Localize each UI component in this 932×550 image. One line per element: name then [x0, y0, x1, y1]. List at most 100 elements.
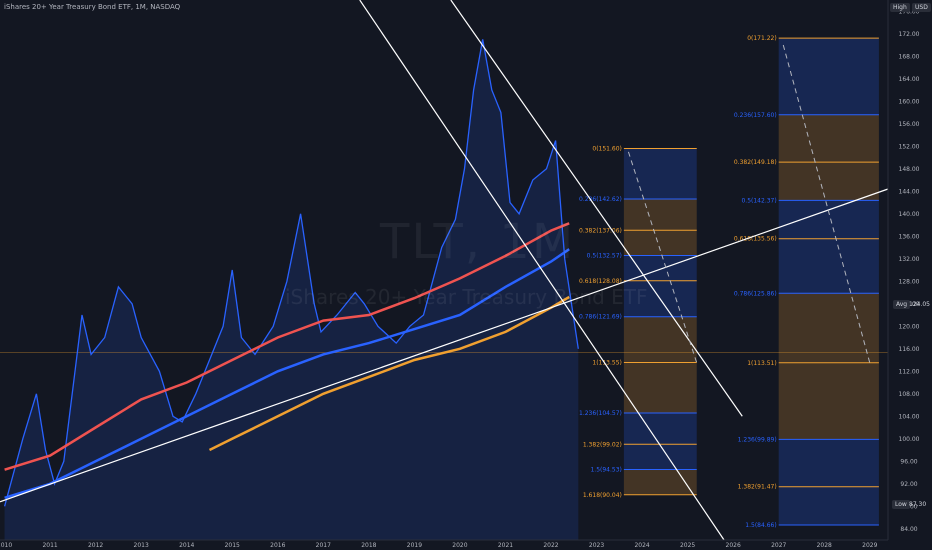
avg-label: Avg	[893, 300, 911, 309]
fib-right-zone	[778, 486, 879, 526]
fib-right-level-label: 0.236(157.60)	[734, 112, 777, 119]
y-tick-label: 140.00	[899, 211, 920, 218]
y-tick-label: 168.00	[899, 53, 920, 60]
low-label: Low	[892, 500, 910, 509]
fib-left-level-label: 1(113.55)	[592, 360, 622, 367]
fib-left-level-label: 0.618(128.08)	[579, 278, 622, 285]
x-tick-label: 2023	[589, 542, 604, 549]
fib-left-level-label: 0.236(142.62)	[579, 196, 622, 203]
fib-left-zone	[623, 255, 697, 281]
y-tick-label: 128.00	[899, 278, 920, 285]
currency-label: USD	[912, 3, 931, 12]
fib-right-level-label: 1.5(84.66)	[745, 522, 776, 529]
y-tick-label: 104.00	[899, 413, 920, 420]
fib-right-zone	[778, 200, 879, 239]
y-tick-label: 164.00	[899, 76, 920, 83]
x-tick-label: 2015	[225, 542, 240, 549]
fib-left-zone	[623, 362, 697, 414]
y-tick-label: 148.00	[899, 166, 920, 173]
y-tick-label: 84.00	[900, 526, 917, 533]
y-tick-label: 144.00	[899, 188, 920, 195]
price-area	[4, 39, 579, 541]
x-tick-label: 2014	[179, 542, 194, 549]
price-line	[3, 39, 579, 507]
ma-blue-line	[4, 248, 570, 499]
x-tick-label: 2026	[726, 542, 741, 549]
fib-right-zone	[778, 362, 879, 440]
fib-right-zone	[778, 114, 879, 163]
fib-left-level-label: 0.786(121.69)	[579, 314, 622, 321]
fib-left-zone	[623, 413, 697, 445]
high-label: High	[890, 3, 910, 12]
x-tick-label: 2028	[817, 542, 832, 549]
projection-dashed	[782, 44, 871, 363]
trendline	[359, 0, 725, 541]
ma-red-line	[4, 222, 570, 471]
fib-right-zone	[778, 439, 879, 487]
fib-right-level-label: 1.382(91.47)	[738, 484, 777, 491]
x-tick-label: 2021	[498, 542, 513, 549]
fib-left-level-label: 1.382(99.02)	[583, 441, 622, 448]
x-tick-label: 2011	[42, 542, 57, 549]
x-tick-label: 2022	[543, 542, 558, 549]
y-tick-label: 160.00	[899, 98, 920, 105]
y-tick-label: 172.00	[899, 31, 920, 38]
watermark-name: iShares 20+ Year Treasury Bond ETF	[285, 285, 648, 309]
y-tick-label: 96.00	[900, 458, 917, 465]
y-tick-label: 108.00	[899, 391, 920, 398]
fib-left-zone	[623, 316, 697, 363]
fib-right-level-label: 1.236(99.89)	[738, 436, 777, 443]
fib-left-level-label: 1.618(90.04)	[583, 492, 622, 499]
y-tick-label: 112.00	[899, 368, 920, 375]
fib-right-level-label: 0.618(135.56)	[734, 236, 777, 243]
low-value: 87.30	[909, 501, 927, 508]
y-tick-label: 100.00	[899, 436, 920, 443]
fib-right-level-label: 0.786(125.86)	[734, 290, 777, 297]
x-tick-label: 2020	[452, 542, 467, 549]
x-tick-label: 2029	[862, 542, 877, 549]
watermark-symbol: TLT, 1M	[380, 214, 576, 270]
y-tick-label: 120.00	[899, 323, 920, 330]
fib-left-level-label: 1.5(94.53)	[590, 467, 621, 474]
x-tick-label: 2019	[407, 542, 422, 549]
x-tick-label: 2016	[270, 542, 285, 549]
y-tick-label: 92.00	[900, 481, 917, 488]
y-tick-label: 156.00	[899, 121, 920, 128]
x-tick-label: 2012	[88, 542, 103, 549]
x-tick-label: 2018	[361, 542, 376, 549]
y-tick-label: 136.00	[899, 233, 920, 240]
fib-left-level-label: 0.5(132.57)	[587, 253, 622, 260]
fib-right-zone	[778, 238, 879, 294]
y-tick-label: 152.00	[899, 143, 920, 150]
price-axis-bg	[888, 0, 932, 550]
x-tick-label: 2027	[771, 542, 786, 549]
ma-orange-line	[208, 295, 570, 452]
fib-right-level-label: 0.5(142.37)	[741, 197, 776, 204]
fib-left-level-label: 1.236(104.57)	[579, 410, 622, 417]
fib-right-level-label: 0.382(149.18)	[734, 159, 777, 166]
x-tick-label: 2024	[634, 542, 649, 549]
fib-right-zone	[778, 293, 879, 363]
fib-right-level-label: 1(113.51)	[747, 360, 777, 367]
y-tick-label: 176.00	[899, 8, 920, 15]
x-tick-label: 2017	[316, 542, 331, 549]
fib-right-zone	[778, 38, 879, 115]
x-tick-label: 2010	[0, 542, 12, 549]
fib-left-level-label: 0(151.60)	[592, 146, 622, 153]
y-tick-label: 132.00	[899, 256, 920, 263]
fib-right-zone	[778, 162, 879, 201]
x-tick-label: 2025	[680, 542, 695, 549]
trendline	[0, 188, 889, 503]
fib-right-level-label: 0(171.22)	[747, 35, 777, 42]
avg-value: 124.05	[909, 301, 930, 308]
chart-title: iShares 20+ Year Treasury Bond ETF, 1M, …	[4, 3, 181, 11]
y-tick-label: 116.00	[899, 346, 920, 353]
fib-left-zone	[623, 148, 697, 200]
x-tick-label: 2013	[134, 542, 149, 549]
trendline	[450, 0, 743, 417]
fib-left-zone	[623, 469, 697, 495]
fib-left-zone	[623, 230, 697, 256]
projection-dashed	[627, 151, 698, 363]
